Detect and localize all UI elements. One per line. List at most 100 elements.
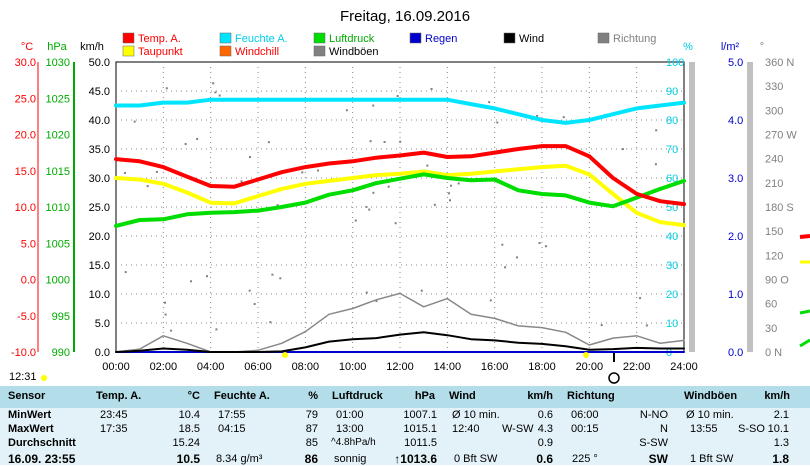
direction-point bbox=[165, 87, 168, 90]
direction-tick-label: 240 bbox=[765, 154, 783, 166]
wind-tick-label: 5.0 bbox=[95, 318, 110, 330]
temp-max-time: 17:35 bbox=[100, 423, 128, 435]
direction-point bbox=[457, 182, 460, 185]
weather-forecast: sonnig bbox=[334, 453, 367, 465]
x-tick-label: 20:00 bbox=[576, 361, 604, 373]
druck-max-value: 1015.1 bbox=[403, 423, 437, 435]
header-temp: Temp. A. bbox=[96, 390, 142, 402]
header-feuchte: Feuchte A. bbox=[214, 390, 270, 402]
x-tick-label: 18:00 bbox=[528, 361, 556, 373]
direction-point bbox=[253, 303, 256, 306]
legend-swatch-2 bbox=[313, 32, 326, 44]
direction-point bbox=[504, 266, 507, 269]
richtung-avg-value: S-SW bbox=[639, 437, 668, 449]
richtung-max-time: 00:15 bbox=[571, 423, 599, 435]
direction-point bbox=[501, 243, 504, 246]
wind-max-time: 12:40 bbox=[452, 423, 480, 435]
direction-point bbox=[269, 321, 272, 324]
direction-point bbox=[215, 328, 218, 331]
feuchte-max-time: 04:15 bbox=[218, 423, 246, 435]
direction-point bbox=[375, 300, 378, 303]
direction-point bbox=[515, 256, 518, 259]
feuchte-current-value: 86 bbox=[304, 452, 318, 466]
wind-tick-label: 15.0 bbox=[89, 260, 110, 272]
richtung-max-value: N bbox=[660, 423, 668, 435]
axis-unit-direction: ° bbox=[760, 41, 764, 53]
richtung-min-value: N-NO bbox=[639, 409, 668, 421]
feuchte-absolute: 8.34 g/m³ bbox=[216, 453, 263, 465]
feuchte-avg-value: 85 bbox=[305, 437, 318, 449]
direction-point bbox=[645, 324, 648, 327]
temp-current-value: 10.5 bbox=[176, 452, 200, 466]
rain-tick-label: 3.0 bbox=[728, 173, 743, 185]
direction-point bbox=[433, 203, 436, 206]
feuchte-max-value: 87 bbox=[305, 423, 318, 435]
boeen-max-direction: S-SO bbox=[738, 423, 765, 435]
sun-icon bbox=[282, 352, 288, 358]
row-label-min: MinWert bbox=[8, 409, 52, 421]
wind-current-value: 0.6 bbox=[536, 452, 553, 466]
axis-unit-wind: km/h bbox=[80, 41, 104, 53]
direction-point bbox=[301, 171, 304, 174]
row-label-avg: Durchschnitt bbox=[8, 437, 76, 449]
boeen-min-value: 2.1 bbox=[773, 409, 789, 421]
x-tick-label: 12:00 bbox=[386, 361, 414, 373]
direction-tick-label: 330 bbox=[765, 81, 783, 93]
direction-point bbox=[639, 297, 642, 300]
temp-tick-label: 30.0 bbox=[15, 57, 36, 69]
direction-point bbox=[655, 129, 658, 132]
direction-point bbox=[420, 289, 423, 292]
series-feuchte-a- bbox=[114, 97, 686, 125]
x-tick-label: 16:00 bbox=[481, 361, 509, 373]
statistics-table: Sensor Temp. A. °C Feuchte A. % Luftdruc… bbox=[0, 386, 810, 466]
pressure-tick-label: 1005 bbox=[46, 238, 70, 250]
table-body: MinWert 23:45 10.4 17:55 79 01:00 1007.1… bbox=[0, 408, 810, 466]
direction-point bbox=[372, 104, 375, 107]
header-temp-unit: °C bbox=[187, 390, 200, 402]
direction-tick-label: 210 bbox=[765, 178, 783, 190]
direction-point bbox=[394, 222, 397, 225]
header-boeen-unit: km/h bbox=[764, 390, 790, 402]
x-tick-label: 08:00 bbox=[292, 361, 320, 373]
direction-point bbox=[184, 142, 187, 145]
x-tick-label: 10:00 bbox=[339, 361, 367, 373]
wind-min-time: Ø 10 min. bbox=[452, 409, 500, 421]
druck-min-value: 1007.1 bbox=[403, 409, 437, 421]
boeen-min-time: Ø 10 min. bbox=[686, 409, 734, 421]
direction-point bbox=[248, 156, 251, 159]
druck-min-time: 01:00 bbox=[336, 409, 364, 421]
temp-tick-label: 25.0 bbox=[15, 93, 36, 105]
direction-point bbox=[536, 114, 539, 117]
direction-point bbox=[387, 185, 390, 188]
pressure-tick-label: 1010 bbox=[46, 202, 70, 214]
boeen-max-time: 13:55 bbox=[690, 423, 718, 435]
rain-tick-label: 4.0 bbox=[728, 115, 743, 127]
humidity-tick-label: 100 bbox=[666, 57, 684, 69]
temp-tick-label: -10.0 bbox=[11, 347, 36, 359]
wind-avg-value: 0.9 bbox=[537, 437, 553, 449]
row-label-max: MaxWert bbox=[8, 423, 54, 435]
table-header-row: Sensor Temp. A. °C Feuchte A. % Luftdruc… bbox=[0, 386, 810, 408]
wind-tick-label: 10.0 bbox=[89, 289, 110, 301]
direction-point bbox=[562, 116, 565, 119]
direction-tick-label: 30 bbox=[765, 323, 777, 335]
direction-point bbox=[123, 171, 126, 174]
direction-point bbox=[369, 140, 372, 143]
direction-point bbox=[248, 289, 251, 292]
direction-tick-label: 0 N bbox=[765, 347, 782, 359]
pressure-tick-label: 1015 bbox=[46, 166, 70, 178]
temp-avg-value: 15.24 bbox=[172, 437, 200, 449]
temp-min-time: 23:45 bbox=[100, 409, 128, 421]
direction-point bbox=[124, 271, 127, 274]
direction-point bbox=[496, 121, 499, 124]
axis-unit-temp: °C bbox=[21, 41, 33, 53]
legend-swatch-0 bbox=[122, 32, 135, 44]
temp-tick-label: 10.0 bbox=[15, 202, 36, 214]
rain-tick-label: 5.0 bbox=[728, 57, 743, 69]
temp-min-value: 10.4 bbox=[178, 409, 200, 421]
direction-tick-label: 180 S bbox=[765, 202, 794, 214]
legend-label-1: Feuchte A. bbox=[235, 33, 288, 45]
richtung-degrees: 225 ° bbox=[572, 453, 598, 465]
direction-point bbox=[345, 109, 348, 112]
humidity-tick-label: 20 bbox=[666, 289, 678, 301]
